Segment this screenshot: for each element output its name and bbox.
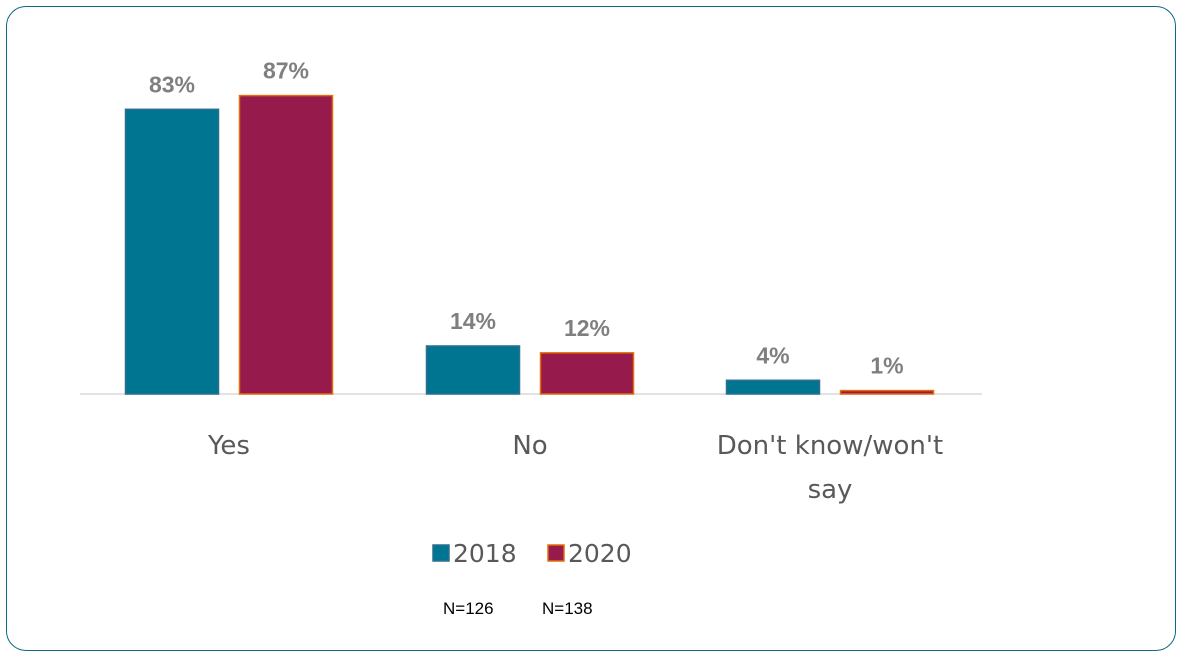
category-label-2: Don't know/won't [717, 431, 943, 461]
legend-swatch-2018 [432, 544, 450, 562]
sample-size-note-1: N=138 [542, 599, 593, 618]
data-label-2020-1: 12% [564, 315, 610, 341]
legend-label-2018: 2018 [453, 539, 517, 568]
sample-size-note-0: N=126 [443, 599, 494, 618]
data-label-2020-2: 1% [870, 353, 903, 379]
bar-2018-0 [124, 108, 220, 395]
bar-2020-1 [539, 352, 635, 395]
legend-swatch-2020 [547, 544, 565, 562]
category-label-0: Yes [207, 431, 250, 461]
bar-2018-2 [725, 379, 821, 395]
data-label-2018-0: 83% [149, 71, 195, 97]
category-label-2: say [808, 475, 853, 505]
data-label-2018-1: 14% [450, 308, 496, 334]
data-label-2018-2: 4% [756, 342, 789, 368]
bar-2020-2 [839, 389, 935, 395]
legend-label-2020: 2020 [568, 539, 632, 568]
data-label-2020-0: 87% [263, 58, 309, 84]
bar-2020-0 [238, 94, 334, 395]
bar-2018-1 [425, 345, 521, 395]
category-label-1: No [512, 431, 547, 461]
